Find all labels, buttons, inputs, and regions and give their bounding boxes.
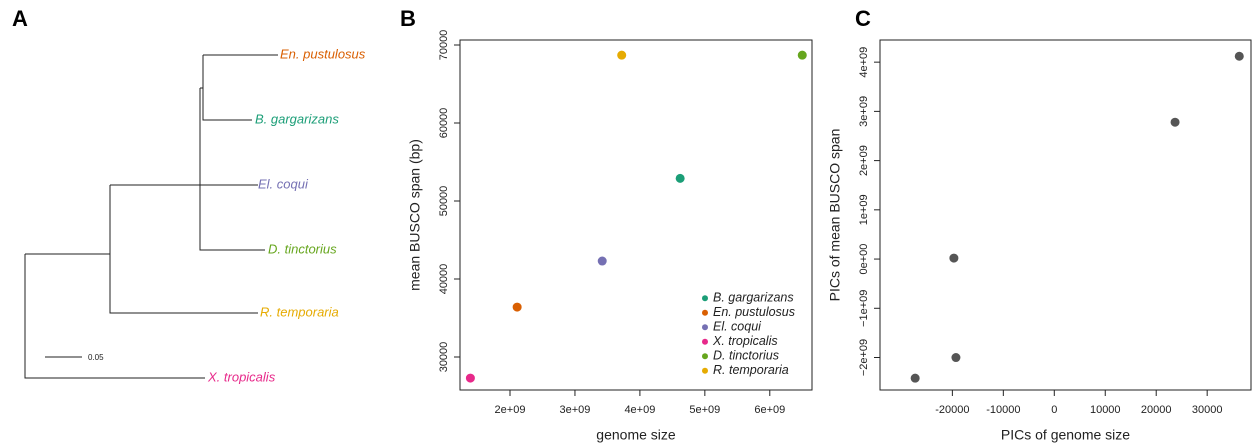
y-axis-label: PICs of mean BUSCO span — [827, 129, 843, 302]
y-tick-label: 2e+09 — [858, 145, 870, 176]
x-axis-label: PICs of genome size — [1001, 427, 1130, 443]
legend-swatch — [702, 367, 708, 374]
leaf-label: En. pustulosus — [280, 46, 366, 61]
x-tick-label: 6e+09 — [754, 404, 785, 416]
x-tick-label: 3e+09 — [559, 404, 590, 416]
y-tick-label: 3e+09 — [858, 96, 870, 127]
tree-branch — [24, 54, 278, 379]
y-tick-label: −2e+09 — [858, 339, 870, 376]
scale-label: 0.05 — [88, 353, 104, 362]
y-tick-label: 30000 — [438, 342, 450, 373]
x-tick-label: 4e+09 — [624, 404, 655, 416]
y-tick-label: 50000 — [438, 186, 450, 217]
x-axis-label: genome size — [596, 427, 676, 443]
x-tick-label: -20000 — [935, 404, 969, 416]
y-tick-label: 1e+09 — [858, 194, 870, 225]
legend-label: El. coqui — [713, 320, 762, 334]
point — [465, 373, 475, 383]
x-tick-label: 2e+09 — [495, 404, 526, 416]
y-tick-label: 0e+00 — [858, 244, 870, 275]
y-axis-label: mean BUSCO span (bp) — [407, 139, 423, 291]
tree-branches — [24, 54, 278, 379]
x-tick-label: 5e+09 — [689, 404, 720, 416]
plot-box — [459, 39, 813, 391]
point — [949, 253, 959, 263]
leaf-label: D. tinctorius — [268, 241, 337, 256]
legend-label: D. tinctorius — [713, 349, 779, 363]
panel-letter: C — [855, 6, 871, 31]
x-tick-label: 30000 — [1192, 404, 1223, 416]
point — [512, 302, 522, 312]
leaf-label: B. gargarizans — [255, 111, 339, 126]
leaf-label: El. coqui — [258, 176, 309, 191]
y-tick-label: −1e+09 — [858, 290, 870, 327]
legend-swatch — [702, 338, 708, 345]
x-tick-label: 20000 — [1141, 404, 1172, 416]
y-tick-label: 40000 — [438, 264, 450, 295]
point — [1234, 51, 1244, 61]
point — [597, 256, 607, 266]
legend-label: B. gargarizans — [713, 291, 794, 305]
point — [617, 50, 627, 60]
legend-label: R. temporaria — [713, 363, 789, 377]
y-tick-label: 4e+09 — [858, 47, 870, 78]
point — [797, 50, 807, 60]
legend-swatch — [702, 309, 708, 316]
point — [1170, 117, 1180, 127]
x-tick-label: 10000 — [1090, 404, 1121, 416]
point — [951, 353, 961, 363]
legend-swatch — [702, 324, 708, 331]
plot-box — [879, 39, 1252, 391]
leaf-label: R. temporaria — [260, 304, 339, 319]
panel-letter: B — [400, 6, 416, 31]
y-tick-label: 70000 — [438, 30, 450, 61]
legend-swatch — [702, 353, 708, 360]
point — [910, 373, 920, 383]
legend-label: En. pustulosus — [713, 305, 795, 319]
x-tick-label: 0 — [1051, 404, 1057, 416]
point — [675, 173, 685, 183]
y-tick-label: 60000 — [438, 108, 450, 139]
legend-label: X. tropicalis — [712, 334, 778, 348]
x-tick-label: -10000 — [986, 404, 1020, 416]
leaf-label: X. tropicalis — [207, 369, 276, 384]
legend-swatch — [702, 295, 708, 302]
panel-letter: A — [12, 6, 28, 31]
